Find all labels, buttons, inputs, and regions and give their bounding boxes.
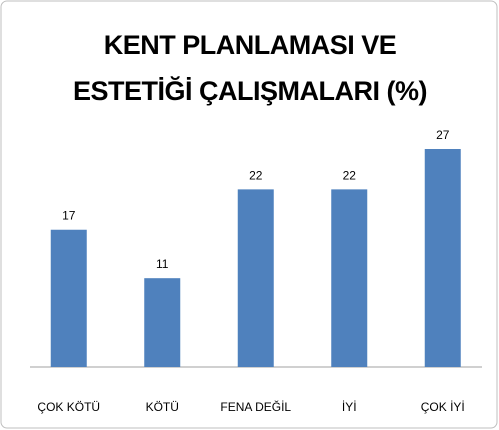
value-label: 22 bbox=[343, 168, 357, 182]
bar bbox=[424, 149, 461, 367]
bar bbox=[50, 229, 87, 367]
x-tick-label: İYİ bbox=[342, 400, 357, 414]
x-tick-label: ÇOK KÖTÜ bbox=[37, 400, 100, 414]
value-label: 11 bbox=[156, 257, 169, 271]
bar bbox=[237, 189, 274, 367]
chart-title: KENT PLANLAMASI VE ESTETİĞİ ÇALIŞMALARI … bbox=[73, 30, 428, 106]
value-label: 22 bbox=[249, 168, 263, 182]
x-tick-label: KÖTÜ bbox=[146, 400, 179, 414]
value-label: 27 bbox=[436, 128, 450, 142]
x-tick-label: ÇOK İYİ bbox=[421, 400, 465, 414]
bar bbox=[144, 278, 181, 367]
value-label: 17 bbox=[62, 209, 76, 223]
bar bbox=[331, 189, 368, 367]
x-tick-label: FENA DEĞİL bbox=[220, 399, 291, 414]
